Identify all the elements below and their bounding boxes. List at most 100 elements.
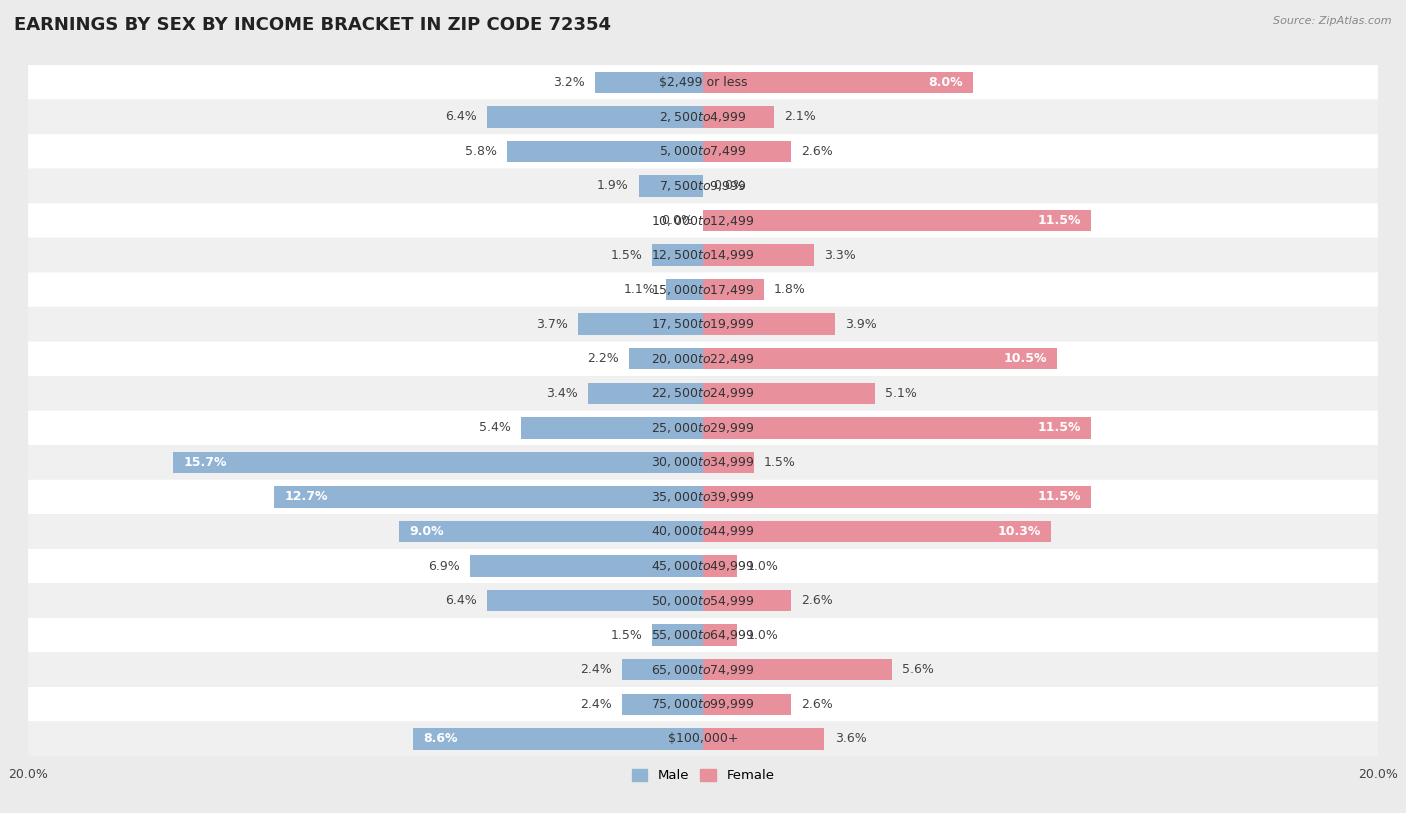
Bar <box>703 728 824 750</box>
Text: $12,500 to $14,999: $12,500 to $14,999 <box>651 248 755 262</box>
Text: 2.2%: 2.2% <box>586 352 619 365</box>
FancyBboxPatch shape <box>28 272 1378 307</box>
Text: $15,000 to $17,499: $15,000 to $17,499 <box>651 283 755 297</box>
Bar <box>666 279 703 300</box>
Bar <box>595 72 703 93</box>
Text: $50,000 to $54,999: $50,000 to $54,999 <box>651 593 755 607</box>
Text: 3.4%: 3.4% <box>547 387 578 400</box>
Text: 6.9%: 6.9% <box>429 559 460 572</box>
FancyBboxPatch shape <box>28 203 1378 237</box>
Text: 3.9%: 3.9% <box>845 318 876 331</box>
FancyBboxPatch shape <box>28 411 1378 445</box>
FancyBboxPatch shape <box>28 687 1378 722</box>
Text: 6.4%: 6.4% <box>446 111 477 124</box>
Text: 0.0%: 0.0% <box>661 214 693 227</box>
FancyBboxPatch shape <box>28 722 1378 756</box>
Text: 2.4%: 2.4% <box>581 698 612 711</box>
FancyBboxPatch shape <box>28 307 1378 341</box>
Text: $2,500 to $4,999: $2,500 to $4,999 <box>659 110 747 124</box>
Text: 2.1%: 2.1% <box>785 111 815 124</box>
Text: $22,500 to $24,999: $22,500 to $24,999 <box>651 386 755 400</box>
FancyBboxPatch shape <box>28 134 1378 168</box>
Bar <box>703 521 1050 542</box>
Text: $2,499 or less: $2,499 or less <box>659 76 747 89</box>
Bar <box>703 279 763 300</box>
Text: $100,000+: $100,000+ <box>668 733 738 746</box>
Bar <box>703 314 835 335</box>
Text: 2.6%: 2.6% <box>801 145 832 158</box>
Text: $55,000 to $64,999: $55,000 to $64,999 <box>651 628 755 642</box>
Text: 11.5%: 11.5% <box>1038 421 1081 434</box>
Text: 1.9%: 1.9% <box>598 180 628 193</box>
Bar <box>486 107 703 128</box>
Text: 9.0%: 9.0% <box>409 525 444 538</box>
Bar <box>638 176 703 197</box>
Text: 3.6%: 3.6% <box>835 733 866 746</box>
Bar <box>703 590 790 611</box>
FancyBboxPatch shape <box>28 652 1378 687</box>
Bar <box>703 141 790 162</box>
Text: 5.1%: 5.1% <box>886 387 917 400</box>
Text: 8.0%: 8.0% <box>928 76 963 89</box>
Text: 5.8%: 5.8% <box>465 145 498 158</box>
Text: 1.0%: 1.0% <box>747 559 779 572</box>
FancyBboxPatch shape <box>28 168 1378 203</box>
Bar <box>508 141 703 162</box>
Legend: Male, Female: Male, Female <box>626 763 780 788</box>
Text: $7,500 to $9,999: $7,500 to $9,999 <box>659 179 747 193</box>
Bar <box>703 107 773 128</box>
Text: 2.4%: 2.4% <box>581 663 612 676</box>
Bar <box>703 452 754 473</box>
Text: 10.3%: 10.3% <box>997 525 1040 538</box>
Text: $75,000 to $99,999: $75,000 to $99,999 <box>651 698 755 711</box>
Bar <box>703 245 814 266</box>
Text: 1.1%: 1.1% <box>624 283 655 296</box>
Text: $5,000 to $7,499: $5,000 to $7,499 <box>659 145 747 159</box>
Text: 1.5%: 1.5% <box>763 456 796 469</box>
Text: 3.3%: 3.3% <box>824 249 856 262</box>
Bar <box>578 314 703 335</box>
Text: 1.0%: 1.0% <box>747 628 779 641</box>
Text: 2.6%: 2.6% <box>801 698 832 711</box>
Text: Source: ZipAtlas.com: Source: ZipAtlas.com <box>1274 16 1392 26</box>
Bar <box>703 72 973 93</box>
Text: 2.6%: 2.6% <box>801 594 832 607</box>
Bar <box>703 210 1091 231</box>
FancyBboxPatch shape <box>28 445 1378 480</box>
Text: $17,500 to $19,999: $17,500 to $19,999 <box>651 317 755 331</box>
FancyBboxPatch shape <box>28 341 1378 376</box>
Text: 6.4%: 6.4% <box>446 594 477 607</box>
Text: $65,000 to $74,999: $65,000 to $74,999 <box>651 663 755 676</box>
Bar <box>621 693 703 715</box>
Text: 5.6%: 5.6% <box>903 663 934 676</box>
Text: 15.7%: 15.7% <box>183 456 226 469</box>
FancyBboxPatch shape <box>28 549 1378 583</box>
Bar <box>621 659 703 680</box>
FancyBboxPatch shape <box>28 376 1378 411</box>
Bar <box>703 555 737 576</box>
Text: EARNINGS BY SEX BY INCOME BRACKET IN ZIP CODE 72354: EARNINGS BY SEX BY INCOME BRACKET IN ZIP… <box>14 16 612 34</box>
Text: $40,000 to $44,999: $40,000 to $44,999 <box>651 524 755 538</box>
Text: 1.5%: 1.5% <box>610 249 643 262</box>
Text: 5.4%: 5.4% <box>479 421 510 434</box>
Text: $35,000 to $39,999: $35,000 to $39,999 <box>651 490 755 504</box>
Bar <box>703 659 891 680</box>
Bar <box>413 728 703 750</box>
Bar <box>652 624 703 646</box>
Bar <box>173 452 703 473</box>
Text: 0.0%: 0.0% <box>713 180 745 193</box>
Bar <box>703 624 737 646</box>
Text: 8.6%: 8.6% <box>423 733 457 746</box>
Text: 10.5%: 10.5% <box>1004 352 1047 365</box>
FancyBboxPatch shape <box>28 618 1378 652</box>
Bar <box>399 521 703 542</box>
FancyBboxPatch shape <box>28 480 1378 514</box>
Bar <box>588 383 703 404</box>
Text: 11.5%: 11.5% <box>1038 490 1081 503</box>
Bar <box>703 693 790 715</box>
FancyBboxPatch shape <box>28 237 1378 272</box>
Text: $25,000 to $29,999: $25,000 to $29,999 <box>651 421 755 435</box>
FancyBboxPatch shape <box>28 65 1378 99</box>
Bar <box>703 486 1091 507</box>
Text: 3.7%: 3.7% <box>536 318 568 331</box>
